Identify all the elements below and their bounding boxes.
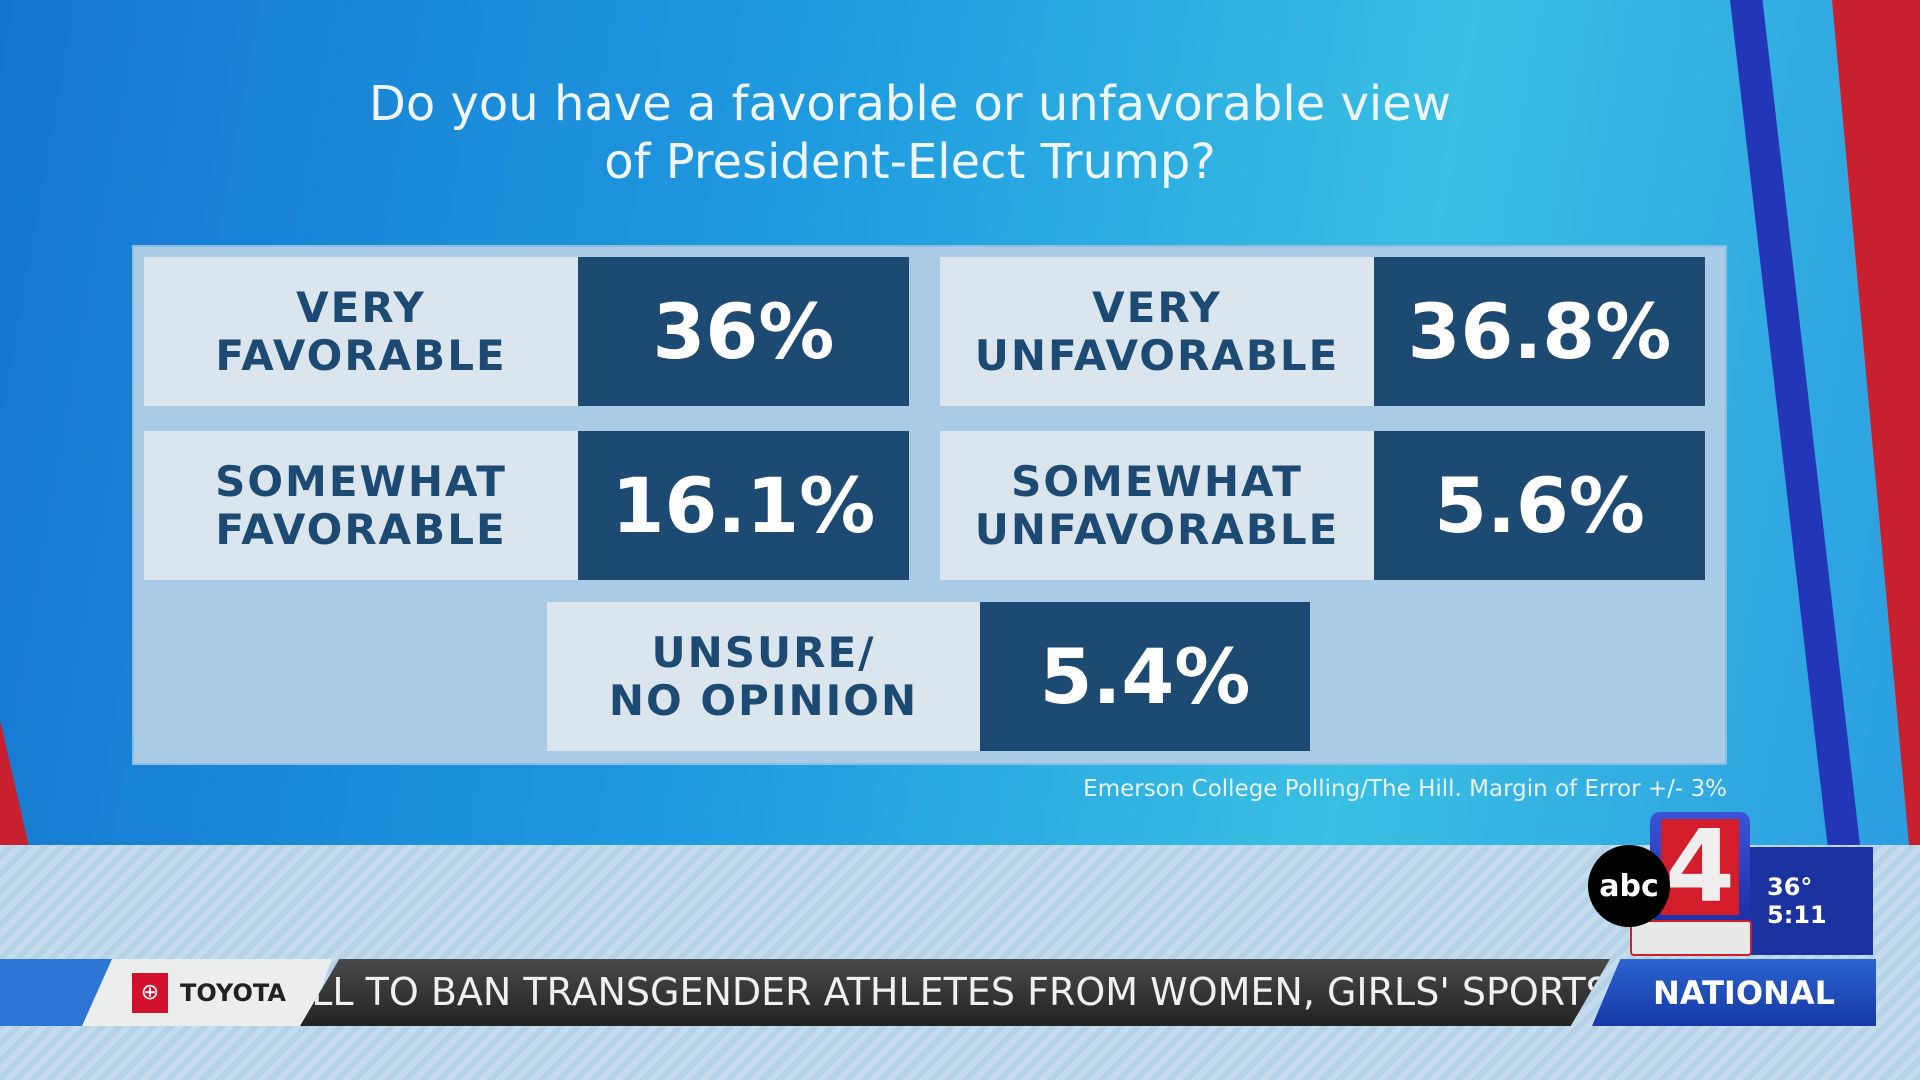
clock-time: 5:11 <box>1767 901 1827 929</box>
ticker-headline: ILL TO BAN TRANSGENDER ATHLETES FROM WOM… <box>300 959 1610 1026</box>
very-unfavorable-value: 36.8% <box>1374 257 1705 406</box>
somewhat-favorable-value: 16.1% <box>578 431 909 580</box>
label-line: SOMEWHAT <box>1011 456 1303 506</box>
somewhat-favorable-label: SOMEWHAT FAVORABLE <box>144 431 578 580</box>
unsure-value: 5.4% <box>980 602 1310 751</box>
channel-number: 4 <box>1661 817 1739 917</box>
poll-source: Emerson College Polling/The Hill. Margin… <box>1083 776 1727 802</box>
sponsor-name: TOYOTA <box>180 978 286 1007</box>
temperature: 36° <box>1767 873 1813 901</box>
news-ticker: ⊕ TOYOTA ILL TO BAN TRANSGENDER ATHLETES… <box>0 959 1880 1026</box>
poll-question: Do you have a favorable or unfavorable v… <box>200 75 1620 191</box>
label-line: UNFAVORABLE <box>974 504 1340 554</box>
very-favorable-value: 36% <box>578 257 909 406</box>
decor-stripe-right-blue <box>1730 0 1860 845</box>
sponsor-block: ⊕ TOYOTA <box>82 959 332 1026</box>
toyota-logo-icon: ⊕ <box>132 972 168 1013</box>
weather-box: 36° 5:11 <box>1745 847 1873 955</box>
very-unfavorable-label: VERY UNFAVORABLE <box>940 257 1374 406</box>
somewhat-unfavorable-value: 5.6% <box>1374 431 1705 580</box>
label-line: VERY <box>296 282 426 332</box>
label-line: UNSURE/ <box>651 627 876 677</box>
label-line: FAVORABLE <box>215 504 507 554</box>
label-line: VERY <box>1092 282 1222 332</box>
label-line: SOMEWHAT <box>215 456 507 506</box>
very-favorable-label: VERY FAVORABLE <box>144 257 578 406</box>
label-line: UNFAVORABLE <box>974 330 1340 380</box>
somewhat-unfavorable-label: SOMEWHAT UNFAVORABLE <box>940 431 1374 580</box>
label-line: NO OPINION <box>608 675 919 725</box>
unsure-label: UNSURE/NO OPINION <box>547 602 980 751</box>
label-line: FAVORABLE <box>215 330 507 380</box>
ticker-section: NATIONAL <box>1592 959 1876 1026</box>
abc-logo: abc <box>1588 845 1670 927</box>
station-logo-band <box>1630 920 1752 956</box>
station-logo: 4 <box>1650 812 1750 922</box>
poll-question-line-2: of President-Elect Trump? <box>604 134 1216 190</box>
poll-question-line-1: Do you have a favorable or unfavorable v… <box>368 76 1452 132</box>
